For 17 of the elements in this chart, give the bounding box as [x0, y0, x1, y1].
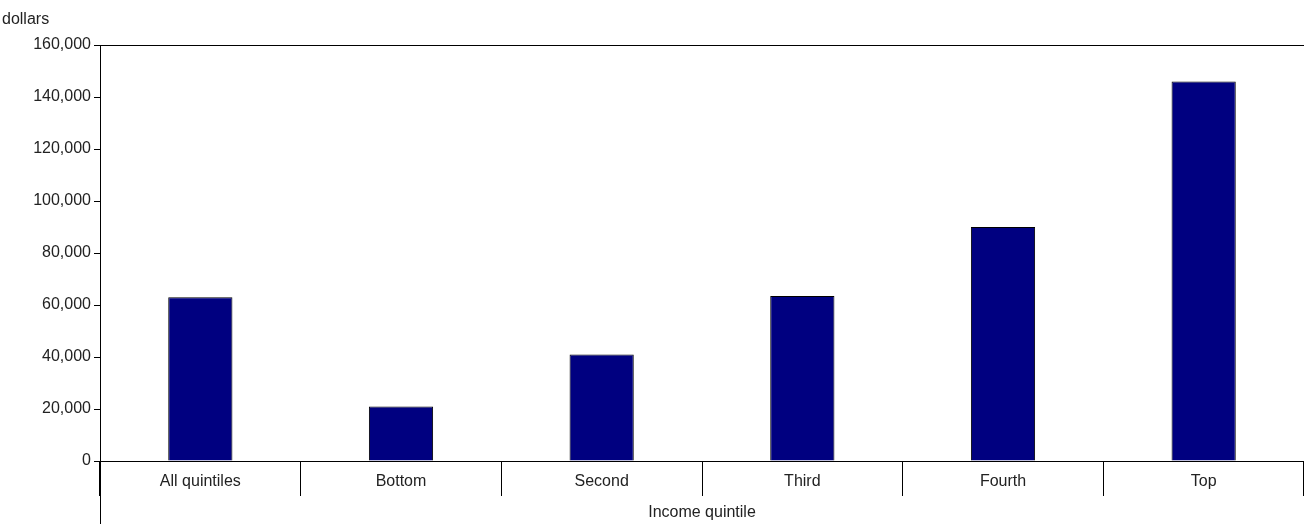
- y-tick-label: 120,000: [33, 139, 92, 157]
- y-tick-label: 0: [82, 451, 92, 469]
- x-tick-label: Top: [1190, 472, 1217, 490]
- x-tick-label: All quintiles: [159, 472, 241, 490]
- y-tick-label: 100,000: [33, 191, 92, 209]
- y-tick-label: 40,000: [42, 347, 92, 365]
- x-tick-label: Third: [784, 472, 821, 490]
- y-tick-label: 60,000: [42, 295, 92, 313]
- x-tick-label: Bottom: [375, 472, 427, 490]
- y-tick-label: 80,000: [42, 243, 92, 261]
- y-tick-label: 20,000: [42, 399, 92, 417]
- x-axis-title: Income quintile: [648, 502, 756, 520]
- x-tick-label: Second: [574, 472, 629, 490]
- y-tick-label: 160,000: [33, 35, 92, 53]
- y-axis-title: dollars: [2, 10, 50, 28]
- y-tick-label: 140,000: [33, 87, 92, 105]
- x-tick-label: Fourth: [979, 472, 1027, 490]
